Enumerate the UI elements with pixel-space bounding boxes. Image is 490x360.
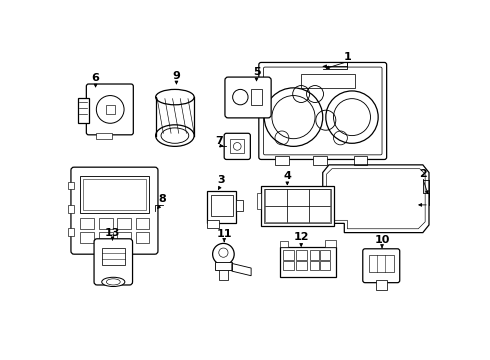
Bar: [287, 189, 309, 206]
Bar: [106, 105, 115, 114]
Text: 7: 7: [215, 136, 222, 146]
Bar: [320, 250, 330, 260]
Bar: [215, 262, 232, 270]
Ellipse shape: [156, 125, 194, 147]
Bar: [369, 255, 393, 272]
FancyBboxPatch shape: [86, 84, 133, 135]
Text: 3: 3: [217, 175, 225, 185]
Bar: [320, 261, 330, 270]
Bar: [265, 189, 287, 206]
Bar: [68, 228, 74, 236]
Text: 4: 4: [283, 171, 291, 181]
Bar: [265, 206, 287, 222]
Bar: [211, 195, 233, 216]
Bar: [264, 189, 331, 222]
Bar: [68, 205, 74, 213]
Bar: [68, 182, 74, 189]
Bar: [280, 241, 288, 247]
Bar: [310, 250, 319, 260]
FancyBboxPatch shape: [259, 62, 387, 159]
Text: 13: 13: [105, 228, 120, 238]
Text: 12: 12: [294, 232, 309, 242]
Text: 1: 1: [343, 52, 351, 62]
FancyBboxPatch shape: [94, 239, 132, 285]
Bar: [136, 218, 149, 229]
Bar: [117, 218, 131, 229]
Ellipse shape: [102, 277, 125, 287]
Text: 5: 5: [253, 67, 260, 77]
Text: 8: 8: [159, 194, 167, 204]
Bar: [261, 186, 334, 226]
Bar: [296, 250, 307, 260]
Text: 9: 9: [172, 71, 180, 81]
Bar: [97, 132, 112, 139]
FancyBboxPatch shape: [363, 249, 400, 283]
Text: 10: 10: [374, 235, 390, 245]
FancyBboxPatch shape: [225, 77, 271, 118]
Bar: [280, 247, 336, 276]
Text: 11: 11: [217, 229, 232, 239]
Bar: [257, 193, 261, 209]
Bar: [102, 248, 125, 265]
Bar: [98, 232, 113, 243]
Bar: [80, 232, 94, 243]
Bar: [230, 139, 244, 153]
Bar: [98, 218, 113, 229]
Bar: [78, 98, 89, 122]
Bar: [314, 156, 327, 165]
Bar: [219, 270, 228, 280]
Bar: [136, 232, 149, 243]
Bar: [207, 191, 237, 223]
Bar: [275, 156, 289, 165]
Bar: [301, 74, 355, 88]
Bar: [237, 200, 243, 211]
Bar: [283, 261, 294, 270]
Bar: [83, 180, 146, 210]
Bar: [325, 239, 336, 247]
Bar: [310, 261, 319, 270]
FancyBboxPatch shape: [224, 133, 250, 159]
Bar: [283, 250, 294, 260]
Text: 2: 2: [419, 169, 427, 179]
Bar: [296, 261, 307, 270]
Bar: [80, 218, 94, 229]
Bar: [117, 232, 131, 243]
FancyBboxPatch shape: [71, 167, 158, 254]
Bar: [287, 206, 309, 222]
Bar: [251, 89, 262, 105]
Bar: [207, 220, 219, 228]
Bar: [354, 156, 368, 165]
Bar: [309, 206, 330, 222]
Bar: [80, 176, 149, 213]
Bar: [376, 280, 387, 289]
Text: 6: 6: [92, 73, 99, 83]
Bar: [309, 189, 330, 206]
